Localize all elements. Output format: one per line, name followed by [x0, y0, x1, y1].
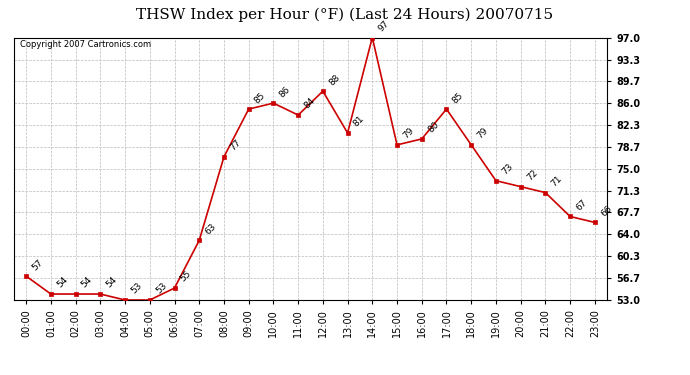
Text: 55: 55	[179, 269, 193, 284]
Text: THSW Index per Hour (°F) (Last 24 Hours) 20070715: THSW Index per Hour (°F) (Last 24 Hours)…	[137, 8, 553, 22]
Text: 97: 97	[377, 19, 391, 33]
Text: 79: 79	[475, 126, 490, 141]
Text: Copyright 2007 Cartronics.com: Copyright 2007 Cartronics.com	[20, 40, 151, 49]
Text: 66: 66	[599, 204, 613, 218]
Text: 79: 79	[401, 126, 415, 141]
Text: 84: 84	[302, 96, 317, 111]
Text: 53: 53	[154, 281, 168, 296]
Text: 54: 54	[104, 276, 119, 290]
Text: 71: 71	[549, 174, 564, 189]
Text: 81: 81	[352, 114, 366, 129]
Text: 88: 88	[327, 72, 342, 87]
Text: 77: 77	[228, 138, 243, 153]
Text: 63: 63	[204, 222, 218, 236]
Text: 67: 67	[574, 198, 589, 212]
Text: 85: 85	[451, 90, 465, 105]
Text: 80: 80	[426, 120, 440, 135]
Text: 85: 85	[253, 90, 267, 105]
Text: 54: 54	[55, 276, 70, 290]
Text: 53: 53	[129, 281, 144, 296]
Text: 73: 73	[500, 162, 515, 177]
Text: 57: 57	[30, 258, 45, 272]
Text: 54: 54	[80, 276, 95, 290]
Text: 86: 86	[277, 84, 292, 99]
Text: 72: 72	[525, 168, 540, 183]
